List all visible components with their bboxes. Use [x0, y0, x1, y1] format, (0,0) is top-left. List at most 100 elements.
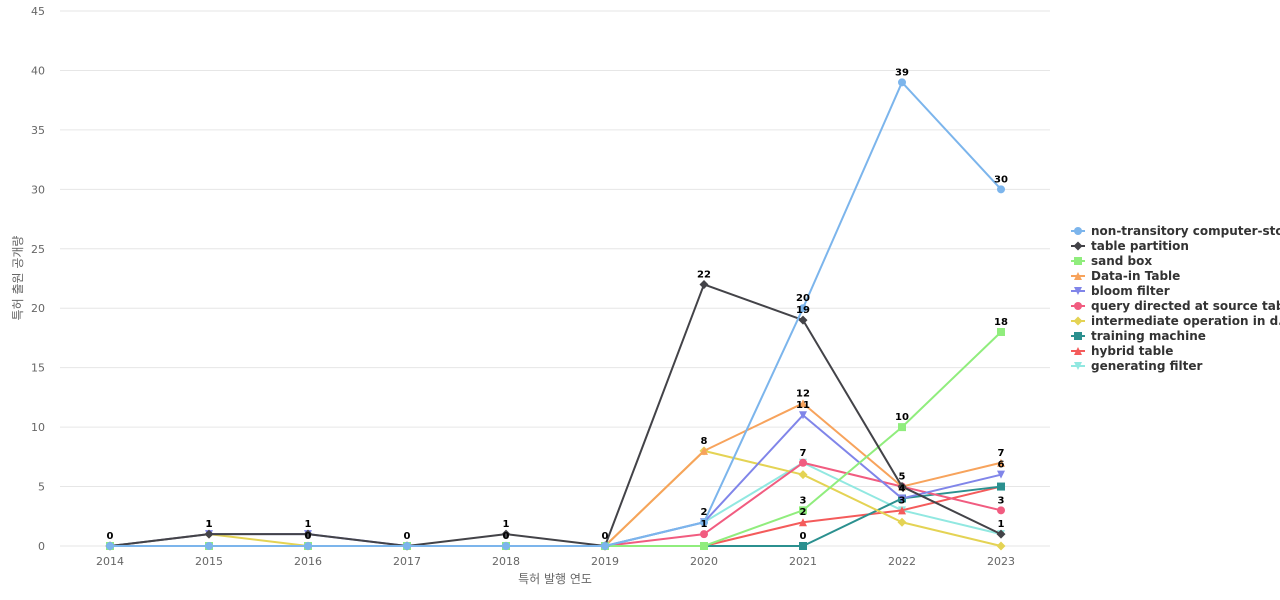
data-label: 3	[800, 495, 807, 506]
x-tick-label: 2014	[96, 555, 124, 568]
legend-marker	[1074, 332, 1082, 340]
legend-item[interactable]: generating filter	[1071, 359, 1202, 373]
series-1	[105, 279, 1006, 551]
legend-marker	[1073, 316, 1083, 326]
data-label: 5	[899, 472, 906, 483]
series-line	[109, 449, 1002, 547]
series-line	[109, 414, 1002, 547]
data-point	[700, 518, 708, 527]
data-point	[897, 482, 907, 492]
series-lines	[105, 78, 1006, 551]
data-point	[997, 470, 1005, 479]
x-tick-label: 2015	[195, 555, 223, 568]
data-label: 0	[404, 531, 411, 542]
legend-item[interactable]: non-transitory computer-sto...	[1071, 224, 1280, 238]
data-label: 2	[701, 507, 708, 518]
data-point	[997, 458, 1005, 467]
data-label: 10	[895, 412, 909, 423]
data-label: 1	[305, 519, 312, 530]
data-label: 0	[800, 531, 807, 542]
data-point	[204, 529, 214, 539]
data-label: 0	[107, 531, 114, 542]
legend-label: query directed at source table	[1091, 299, 1280, 313]
y-tick-label: 15	[31, 362, 45, 375]
data-point	[798, 315, 808, 325]
data-label: 6	[998, 460, 1005, 471]
data-point	[799, 458, 807, 467]
y-axis-ticks: 0 5 10 15 20 25 30 35 40 45	[31, 5, 45, 553]
data-label: 11	[796, 400, 810, 411]
data-point	[996, 541, 1006, 551]
series-line	[109, 402, 1002, 547]
series-line	[109, 283, 1002, 547]
y-tick-label: 10	[31, 421, 45, 434]
y-tick-label: 20	[31, 302, 45, 315]
data-point	[799, 506, 807, 515]
data-point	[996, 529, 1006, 539]
grid-lines	[60, 10, 1050, 547]
data-point	[601, 542, 609, 550]
data-point	[997, 328, 1005, 336]
y-tick-label: 25	[31, 243, 45, 256]
data-point	[502, 542, 510, 550]
data-point	[799, 518, 807, 527]
legend-item[interactable]: intermediate operation in d...	[1071, 314, 1280, 328]
data-point	[898, 78, 906, 87]
data-point	[303, 529, 313, 539]
data-point	[700, 446, 708, 455]
data-point	[699, 279, 709, 289]
x-tick-label: 2022	[888, 555, 916, 568]
y-tick-label: 35	[31, 124, 45, 137]
legend-marker	[1073, 241, 1083, 251]
data-point	[898, 506, 906, 515]
legend-item[interactable]: Data-in Table	[1071, 269, 1180, 283]
legend: non-transitory computer-sto...table part…	[1071, 224, 1280, 373]
series-line	[109, 485, 1002, 547]
legend-label: training machine	[1091, 329, 1206, 343]
x-axis-ticks: 2014 2015 2016 2017 2018 2019 2020 2021 2022 2023	[96, 555, 1015, 568]
data-point	[997, 482, 1005, 491]
legend-marker	[1074, 347, 1082, 355]
data-label: 7	[800, 448, 807, 459]
data-point	[997, 185, 1005, 194]
y-tick-label: 5	[38, 481, 45, 494]
data-point	[304, 542, 312, 550]
data-label: 3	[899, 495, 906, 506]
x-tick-label: 2023	[987, 555, 1015, 568]
data-label: 1	[206, 519, 213, 530]
data-label: 1	[503, 519, 510, 530]
legend-item[interactable]: sand box	[1071, 254, 1152, 268]
series-0	[106, 78, 1005, 550]
data-label: 0	[503, 531, 510, 542]
legend-item[interactable]: query directed at source table	[1071, 299, 1280, 313]
data-point	[799, 542, 807, 550]
legend-marker	[1074, 227, 1082, 235]
legend-item[interactable]: table partition	[1071, 239, 1189, 253]
legend-label: sand box	[1091, 254, 1152, 268]
y-tick-label: 30	[31, 183, 45, 196]
data-label: 7	[998, 448, 1005, 459]
y-axis-title: 특허 출원 공개량	[11, 236, 25, 321]
legend-label: bloom filter	[1091, 284, 1170, 298]
legend-item[interactable]: bloom filter	[1071, 284, 1170, 298]
legend-marker	[1074, 362, 1082, 370]
legend-marker	[1074, 302, 1082, 310]
data-label: 19	[796, 305, 810, 316]
data-label: 1	[206, 519, 213, 530]
legend-item[interactable]: training machine	[1071, 329, 1206, 343]
data-label: 18	[994, 317, 1008, 328]
data-point	[897, 517, 907, 527]
legend-marker	[1074, 257, 1082, 265]
legend-label: intermediate operation in d...	[1091, 314, 1280, 328]
data-label: 20	[796, 293, 810, 304]
series-2	[106, 328, 1005, 550]
x-axis-title: 특허 발행 연도	[518, 571, 592, 586]
data-point	[799, 411, 807, 420]
y-tick-label: 0	[38, 540, 45, 553]
legend-label: table partition	[1091, 239, 1189, 253]
legend-item[interactable]: hybrid table	[1071, 344, 1173, 358]
data-label: 12	[796, 388, 810, 399]
data-point	[501, 529, 511, 539]
